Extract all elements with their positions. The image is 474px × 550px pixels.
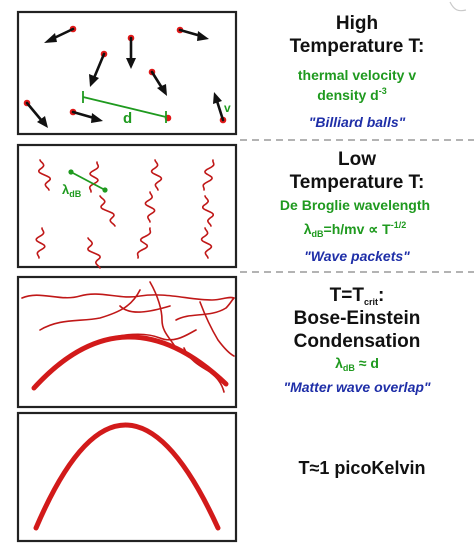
distance-annotation: d — [82, 91, 167, 127]
wave-packet — [202, 195, 214, 227]
low-quote: "Wave packets" — [304, 248, 410, 264]
panel-critical-temperature: T=Tcrit: Bose-Einstein Condensation λdB … — [16, 275, 431, 409]
particle — [69, 108, 103, 123]
crit-formula: λdB ≈ d — [335, 355, 379, 373]
high-thermal-velocity: thermal velocity v — [298, 67, 416, 83]
crit-heading: T=Tcrit: — [330, 285, 385, 307]
wave-packet — [35, 227, 46, 259]
particle — [213, 92, 227, 124]
panel-low-temperature: λdB Low Temperature T: De Broglie wavele… — [16, 143, 430, 269]
condensate-peak — [33, 422, 221, 531]
high-heading-line1: High — [336, 13, 378, 34]
condensate-arc — [31, 334, 229, 391]
wave-packet — [99, 195, 116, 227]
high-quote: "Billiard balls" — [309, 114, 406, 130]
picokelvin-label: T≈1 picoKelvin — [299, 458, 426, 478]
low-heading-line1: Low — [338, 149, 376, 170]
wave-packet — [144, 191, 156, 223]
particle — [89, 50, 108, 87]
billiard-particles — [23, 25, 227, 128]
panel-picokelvin: T≈1 picoKelvin — [16, 411, 426, 543]
wave-packet — [200, 227, 213, 259]
corner-mark — [449, 1, 467, 12]
crit-quote: "Matter wave overlap" — [283, 379, 430, 395]
high-heading-line2: Temperature T: — [290, 36, 425, 57]
particle — [148, 68, 167, 96]
wave-packet — [136, 227, 152, 259]
particle — [126, 34, 136, 69]
lambda-db-label: λdB — [62, 182, 82, 199]
low-de-broglie: De Broglie wavelength — [280, 197, 430, 213]
panel-zero-box — [16, 411, 238, 543]
crit-condensation: Condensation — [294, 331, 421, 352]
particle — [176, 26, 209, 41]
wave-packet — [202, 159, 215, 191]
high-density: density d-3 — [317, 86, 386, 103]
particle — [44, 25, 77, 43]
wave-packet — [88, 161, 100, 193]
wave-packet — [150, 159, 163, 191]
crit-bose-einstein: Bose-Einstein — [294, 308, 421, 329]
low-heading-line2: Temperature T: — [290, 172, 425, 193]
velocity-v-label: v — [224, 101, 231, 115]
panel-high-temperature: d v High Temperature T: thermal velocity… — [16, 10, 425, 136]
low-formula: λdB=h/mv ∝ T-1/2 — [304, 220, 407, 239]
lambda-annotation: λdB — [62, 169, 108, 199]
panel-low-box — [16, 143, 238, 269]
wave-packets — [35, 159, 215, 269]
particle — [23, 99, 48, 128]
wave-packet — [87, 237, 101, 269]
wave-packet — [37, 159, 52, 191]
distance-d-label: d — [123, 110, 132, 127]
